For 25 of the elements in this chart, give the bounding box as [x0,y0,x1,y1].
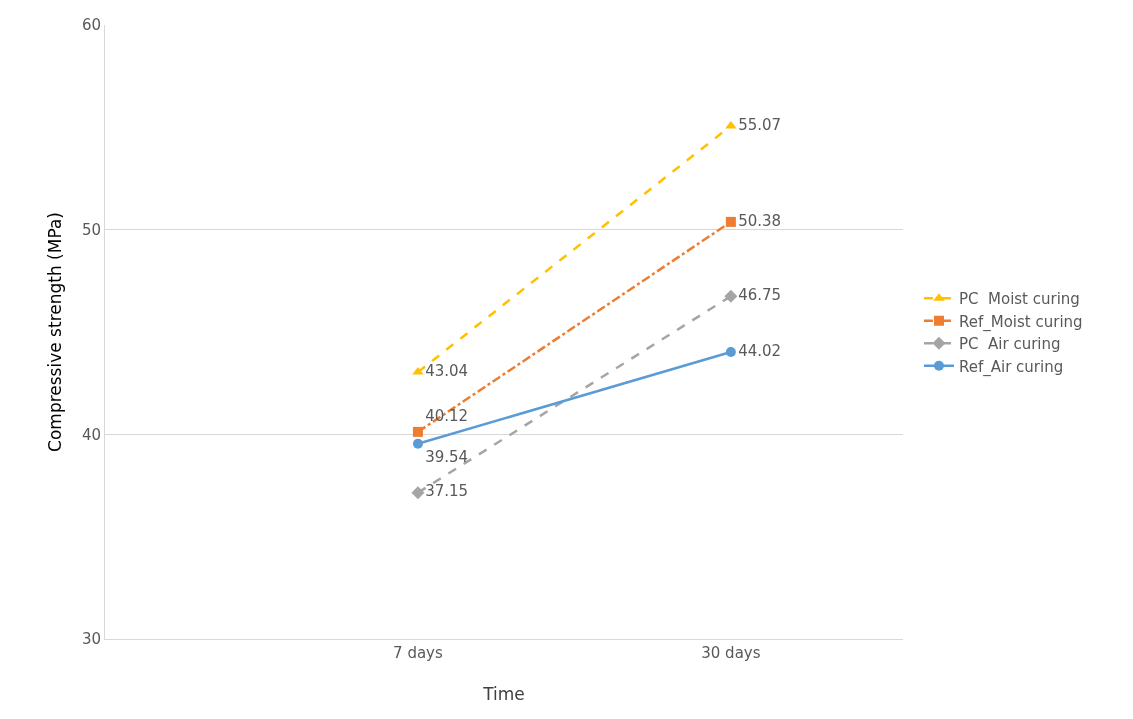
data-label: 37.15 [425,482,469,501]
legend-label: Ref_Moist curing [958,312,1083,332]
x-tick-label: 7 days [393,644,443,662]
data-label: 46.75 [738,285,782,304]
legend-label: PC Moist curing [958,290,1080,309]
data-label: 50.38 [738,211,782,230]
point [412,426,423,437]
y-tick-label: 60 [81,16,101,35]
point [412,438,423,449]
data-label: 44.02 [738,341,782,360]
y-axis-title: Compressive strength (MPa) [45,212,65,452]
legend-label: Ref_Air curing [958,357,1064,377]
y-tick-label: 50 [81,220,101,239]
point [724,289,738,303]
point [725,347,736,358]
data-label: 39.54 [425,448,469,467]
data-label: 43.04 [425,361,469,380]
legend-label: PC Air curing [958,335,1061,354]
x-tick-label: 30 days [701,644,761,662]
x-axis-title: Time [482,684,525,704]
point [725,216,736,227]
data-label: 55.07 [738,115,782,134]
y-tick-label: 40 [81,425,101,444]
y-tick-label: 30 [81,630,101,649]
point [411,486,425,500]
